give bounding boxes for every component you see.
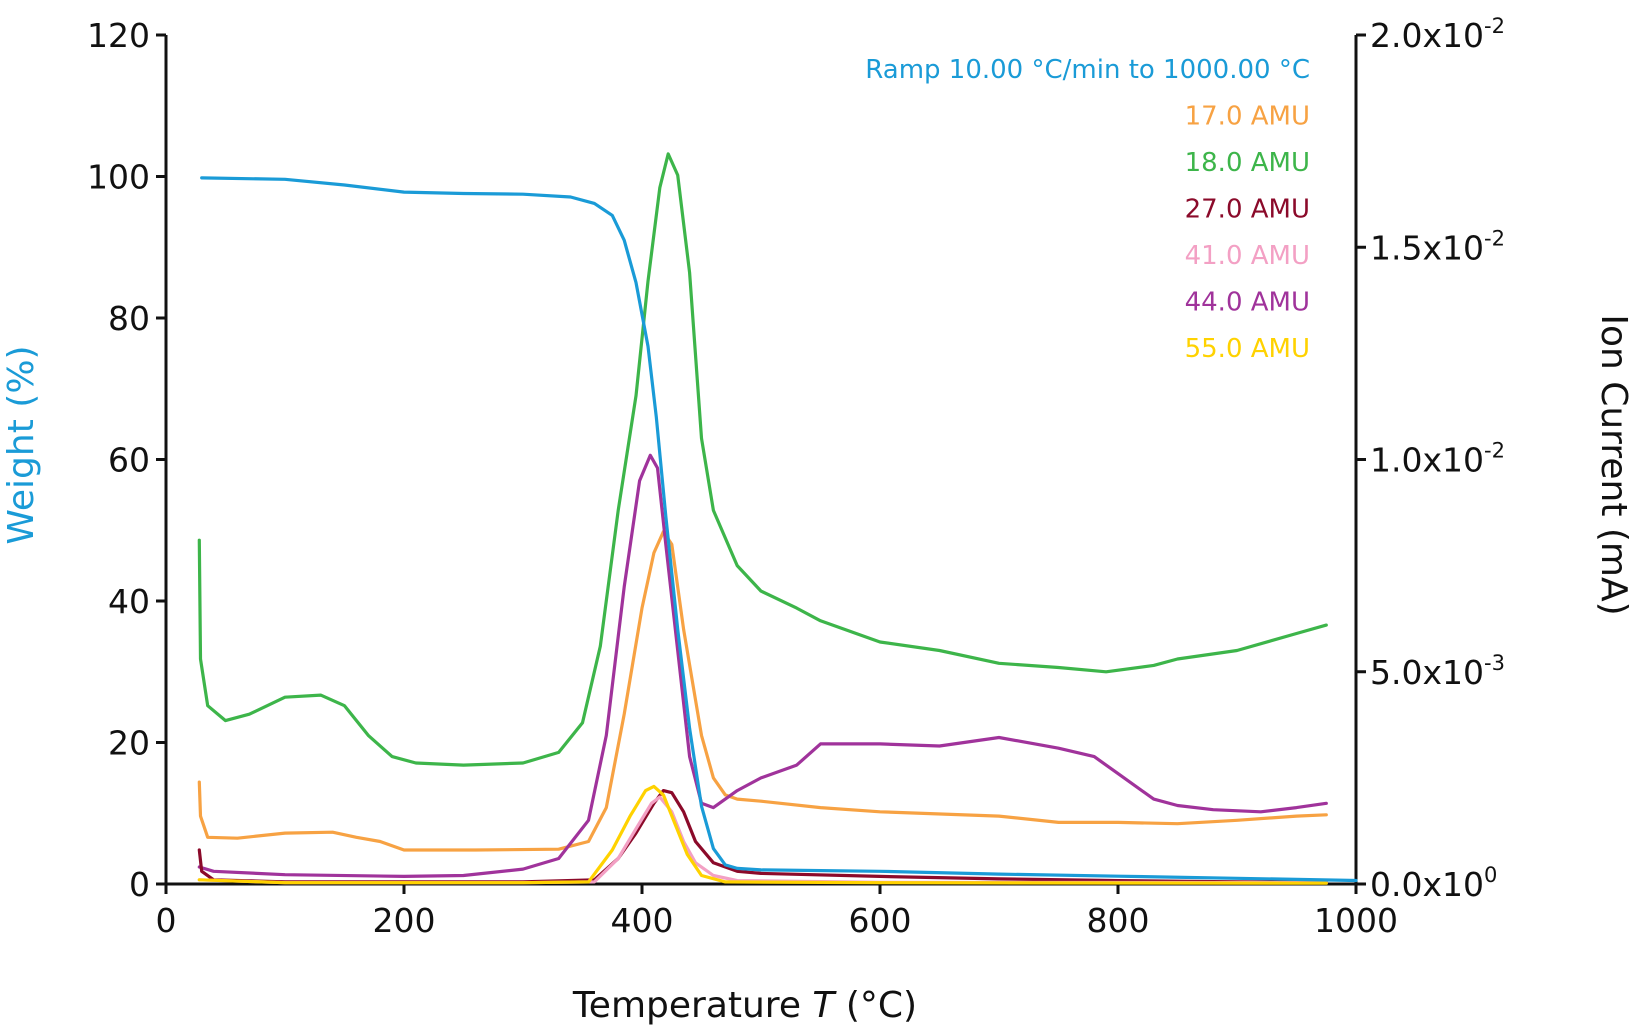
legend-entry-44-amu: 44.0 AMU: [1185, 288, 1310, 318]
right-y-tick-exponent: 0: [1484, 863, 1497, 887]
left-y-tick-label: 100: [87, 158, 150, 197]
x-axis-title: Temperature T (°C): [572, 985, 917, 1026]
legend-entry-55-amu: 55.0 AMU: [1185, 334, 1310, 364]
right-y-tick-label: 0.0x100: [1370, 863, 1497, 904]
right-y-axis-title: Ion Current (mA): [1593, 314, 1634, 615]
series: [197, 152, 1358, 885]
x-tick-label: 0: [156, 901, 177, 940]
right-y-tick-exponent: -2: [1484, 226, 1505, 250]
right-y-tick-label: 2.0x10-2: [1370, 14, 1505, 55]
x-tick-label: 200: [373, 901, 436, 940]
series-line-55-amu: [197, 784, 1328, 885]
x-tick-label: 800: [1087, 901, 1150, 940]
legend-entry-27-amu: 27.0 AMU: [1185, 195, 1310, 225]
axes: 0 200 400 600 800 10000204060801001200.0x1005…: [87, 14, 1505, 940]
left-y-tick-label: 0: [129, 865, 150, 904]
x-tick-label: 400: [611, 901, 674, 940]
series-line-weight: [200, 176, 1358, 883]
x-tick-label: 1000: [1314, 901, 1398, 940]
right-y-tick-exponent: -2: [1484, 14, 1505, 38]
left-y-axis-title: Weight (%): [1, 345, 42, 544]
right-y-tick-mantissa: 1.5x10: [1370, 228, 1484, 267]
right-y-tick-label: 1.0x10-2: [1370, 439, 1505, 480]
legend-entry-41-amu: 41.0 AMU: [1185, 241, 1310, 271]
right-y-tick-exponent: -3: [1484, 651, 1505, 675]
x-axis-title-unit: (°C): [834, 985, 917, 1026]
series-line-44-amu: [197, 453, 1328, 878]
left-y-tick-label: 20: [108, 724, 150, 763]
right-y-tick-label: 5.0x10-3: [1370, 651, 1505, 692]
series-line-18-amu: [197, 152, 1328, 767]
legend-entry-weight: Ramp 10.00 °C/min to 1000.00 °C: [865, 55, 1310, 85]
x-axis-title-text: Temperature: [572, 985, 812, 1026]
left-y-tick-label: 40: [108, 582, 150, 621]
right-y-tick-mantissa: 2.0x10: [1370, 16, 1484, 55]
right-y-tick-mantissa: 1.0x10: [1370, 441, 1484, 480]
right-y-tick-mantissa: 0.0x10: [1370, 865, 1484, 904]
series-line-17-amu: [197, 530, 1328, 852]
labels: Temperature T (°C) Weight (%) Ion Curren…: [1, 314, 1634, 1026]
right-y-tick-exponent: -2: [1484, 439, 1505, 463]
right-y-tick-mantissa: 5.0x10: [1370, 653, 1484, 692]
legend-entry-18-amu: 18.0 AMU: [1185, 148, 1310, 178]
right-y-tick-label: 1.5x10-2: [1370, 226, 1505, 267]
legend-entry-17-amu: 17.0 AMU: [1185, 102, 1310, 132]
x-axis-title-variable: T: [812, 985, 837, 1026]
left-y-tick-label: 120: [87, 16, 150, 55]
left-y-tick-label: 60: [108, 441, 150, 480]
legend: Ramp 10.00 °C/min to 1000.00 °C 17.0 AMU 1…: [865, 55, 1310, 364]
x-tick-label: 600: [849, 901, 912, 940]
left-y-tick-label: 80: [108, 299, 150, 338]
